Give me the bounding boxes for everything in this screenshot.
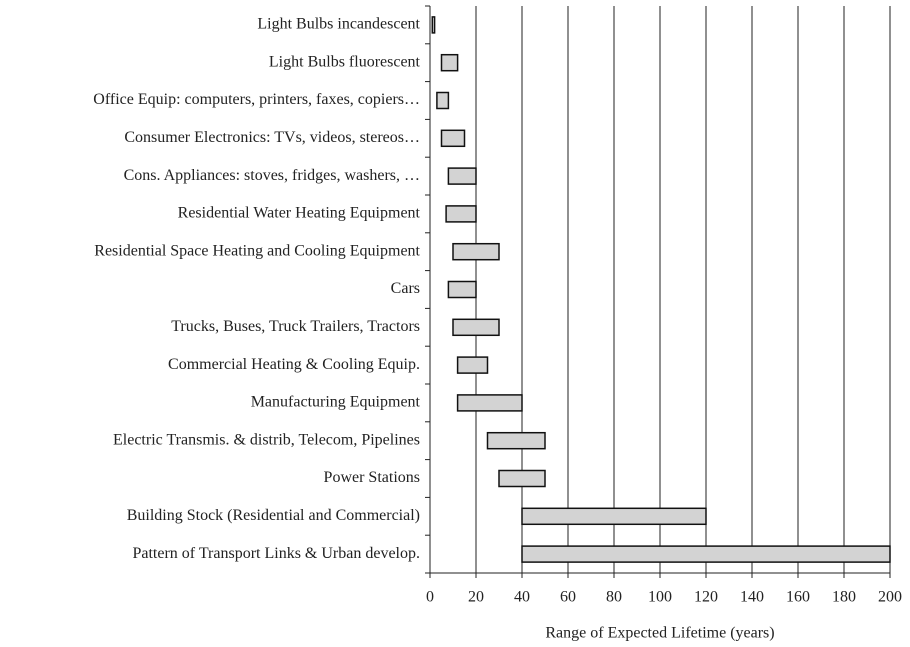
y-tick-label: Manufacturing Equipment xyxy=(251,394,421,411)
y-tick-label: Light Bulbs fluorescent xyxy=(269,53,421,70)
y-tick-label: Light Bulbs incandescent xyxy=(257,16,420,33)
y-tick-label: Residential Space Heating and Cooling Eq… xyxy=(94,242,420,259)
x-tick-label: 160 xyxy=(786,589,810,606)
bar xyxy=(447,280,477,299)
y-tick-label: Office Equip: computers, printers, faxes… xyxy=(93,91,420,108)
x-tick-label: 200 xyxy=(878,589,902,606)
bar xyxy=(486,431,546,450)
bar xyxy=(440,129,466,148)
y-tick-label: Commercial Heating & Cooling Equip. xyxy=(168,356,420,373)
bar xyxy=(456,356,489,374)
x-tick-label: 40 xyxy=(514,589,530,606)
x-tick-label: 80 xyxy=(606,589,622,606)
x-tick-label: 100 xyxy=(648,589,672,606)
bar xyxy=(452,242,500,261)
x-tick-label: 180 xyxy=(832,589,856,606)
bar xyxy=(447,167,477,185)
y-tick-label: Cons. Appliances: stoves, fridges, washe… xyxy=(124,167,420,184)
y-tick-label: Electric Transmis. & distrib, Telecom, P… xyxy=(113,431,420,448)
y-tick-label: Trucks, Buses, Truck Trailers, Tractors xyxy=(171,318,420,335)
x-tick-label: 120 xyxy=(694,589,718,606)
y-tick-label: Pattern of Transport Links & Urban devel… xyxy=(132,545,420,562)
y-tick-label: Residential Water Heating Equipment xyxy=(178,205,421,222)
y-tick-label: Power Stations xyxy=(324,469,420,486)
x-axis-title: Range of Expected Lifetime (years) xyxy=(545,625,774,642)
bar xyxy=(521,545,891,563)
bar xyxy=(431,16,436,34)
x-tick-label: 0 xyxy=(426,589,434,606)
x-tick-label: 20 xyxy=(468,589,484,606)
bar xyxy=(498,469,546,488)
bar xyxy=(452,318,500,337)
x-tick-label: 140 xyxy=(740,589,764,606)
bar xyxy=(440,53,459,72)
y-tick-label: Consumer Electronics: TVs, videos, stere… xyxy=(124,129,420,146)
bar xyxy=(445,205,477,223)
x-tick-label: 60 xyxy=(560,589,576,606)
y-tick-label: Building Stock (Residential and Commerci… xyxy=(127,507,420,524)
bar xyxy=(521,507,707,526)
bar xyxy=(436,91,450,110)
bar xyxy=(456,394,523,412)
y-tick-label: Cars xyxy=(391,280,420,297)
